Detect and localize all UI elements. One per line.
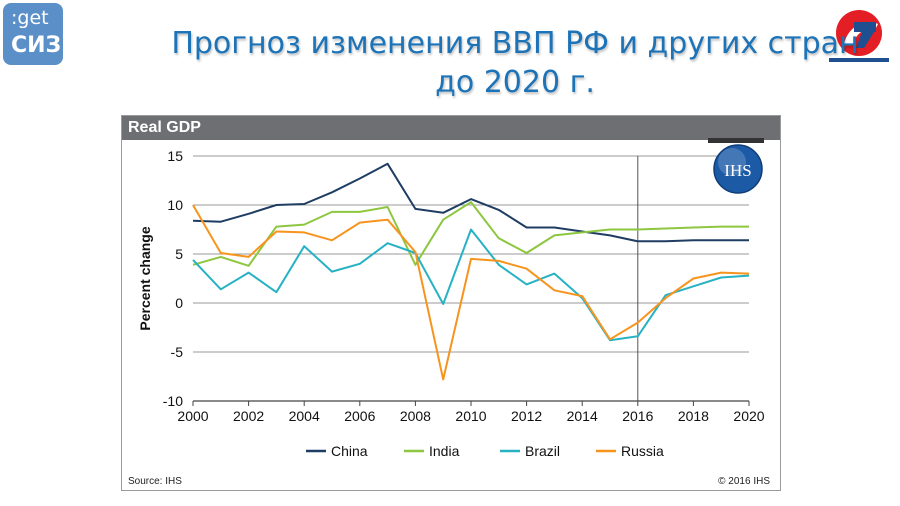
badge-bar	[708, 138, 764, 143]
ihs-logo-icon	[713, 144, 763, 194]
y-tick-label: 15	[167, 148, 183, 164]
series-line-brazil	[192, 228, 750, 342]
x-tick-label: 2010	[455, 408, 486, 424]
x-tick-label: 2020	[733, 408, 764, 424]
y-tick-label: 5	[175, 246, 183, 262]
copyright-note: © 2016 IHS	[718, 476, 770, 487]
chart-panel: Real GDP 15 10 5 0 -5 -10 2000 2002 2004 2006 2008…	[121, 115, 781, 491]
x-tick-label: 2018	[678, 408, 709, 424]
y-tick-label: -10	[163, 393, 183, 409]
series-line-russia	[192, 204, 750, 381]
source-note: Source: IHS	[128, 476, 182, 487]
y-tick-label: 0	[175, 295, 183, 311]
logo-left-line1: :get	[11, 7, 49, 29]
x-tick-label: 2014	[567, 408, 598, 424]
getsiz-logo: :get СИЗ	[3, 3, 63, 65]
series-line-china	[192, 162, 749, 243]
slide-title-line2: до 2020 г.	[435, 65, 595, 100]
series-line-india	[192, 201, 749, 267]
logo-left-line2: СИЗ	[11, 33, 62, 58]
legend-label-brazil: Brazil	[525, 443, 560, 459]
slide-title-line1: Прогноз изменения ВВП РФ и других стран	[171, 26, 859, 61]
x-tick-label: 2006	[344, 408, 375, 424]
company-emblem-icon	[826, 2, 892, 64]
chart-title: Real GDP	[122, 116, 780, 140]
x-tick-label: 2016	[622, 408, 653, 424]
x-tick-label: 2000	[177, 408, 208, 424]
y-tick-label: -5	[171, 344, 184, 360]
x-tick-label: 2004	[289, 408, 320, 424]
x-tick-label: 2002	[233, 408, 264, 424]
y-tick-label: 10	[167, 197, 183, 213]
badge-highlight	[718, 148, 746, 176]
x-tick-label: 2008	[400, 408, 431, 424]
x-tick-label: 2012	[511, 408, 542, 424]
ihs-badge-text: IHS	[724, 161, 751, 180]
legend-label-russia: Russia	[621, 443, 664, 459]
legend-label-china: China	[331, 443, 368, 459]
legend-label-india: India	[429, 443, 460, 459]
y-axis-label: Percent change	[137, 226, 153, 330]
